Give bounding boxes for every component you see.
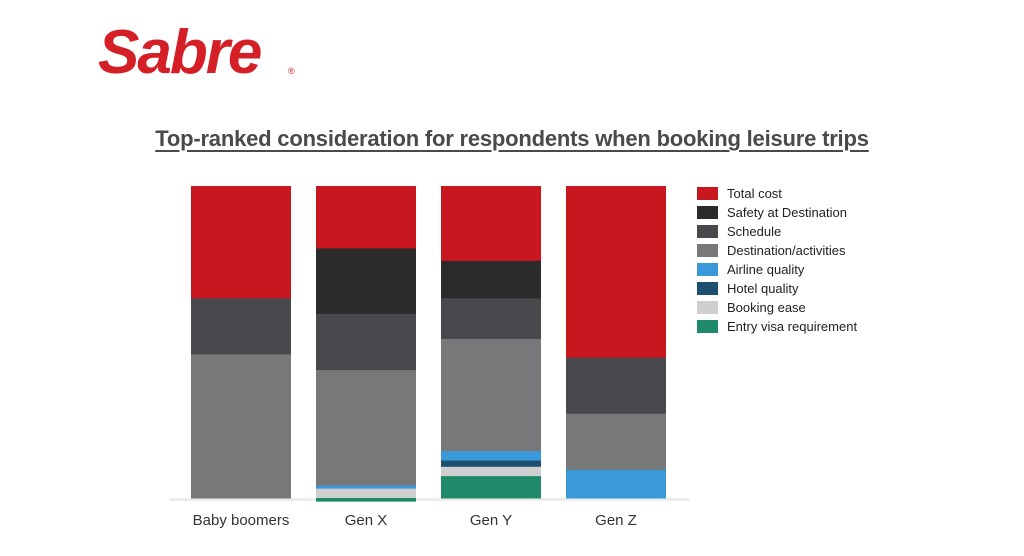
legend-swatch — [697, 225, 718, 238]
bar-segment-2-0 — [441, 186, 541, 262]
bar-segment-2-7 — [441, 476, 541, 499]
legend-label: Destination/activities — [727, 243, 846, 258]
legend-swatch — [697, 263, 718, 276]
legend-swatch — [697, 301, 718, 314]
bar-segment-1-2 — [316, 313, 416, 371]
legend-label: Booking ease — [727, 300, 806, 315]
bar-segment-1-0 — [316, 186, 416, 249]
bar-segment-1-7 — [316, 498, 416, 502]
category-label: Gen Z — [595, 512, 637, 529]
bar-segment-2-1 — [441, 260, 541, 299]
chart-legend: Total cost Safety at Destination Schedule D… — [697, 184, 857, 336]
bar-segment-1-4 — [316, 485, 416, 490]
bar-segment-0-2 — [191, 298, 291, 355]
registered-mark: ® — [288, 66, 295, 76]
legend-swatch — [697, 282, 718, 295]
legend-swatch — [697, 187, 718, 200]
legend-label: Airline quality — [727, 262, 805, 277]
category-label: Baby boomers — [193, 512, 290, 529]
legend-item: Hotel quality — [697, 279, 857, 298]
bar-segment-1-3 — [316, 370, 416, 487]
bar-segment-2-3 — [441, 338, 541, 452]
bar-segment-1-6 — [316, 488, 416, 499]
bar-segment-2-4 — [441, 451, 541, 462]
legend-item: Airline quality — [697, 260, 857, 279]
bar-segment-0-3 — [191, 354, 291, 499]
legend-label: Schedule — [727, 224, 782, 239]
legend-label: Total cost — [727, 186, 782, 201]
legend-item: Schedule — [697, 222, 857, 241]
category-label: Gen Y — [470, 512, 512, 529]
legend-item: Entry visa requirement — [697, 317, 857, 336]
bar-segment-3-0 — [566, 186, 666, 359]
legend-item: Destination/activities — [697, 241, 857, 260]
legend-item: Booking ease — [697, 298, 857, 317]
bar-segment-3-3 — [566, 413, 666, 471]
bar-segment-2-6 — [441, 466, 541, 477]
bar-segment-2-5 — [441, 460, 541, 468]
category-label: Gen X — [345, 512, 388, 529]
legend-swatch — [697, 244, 718, 257]
baseline-shadow — [170, 498, 690, 501]
bar-segment-0-0 — [191, 186, 291, 299]
chart-title: Top-ranked consideration for respondents… — [155, 126, 869, 151]
legend-swatch — [697, 320, 718, 333]
legend-label: Safety at Destination — [727, 205, 847, 220]
bar-segment-1-1 — [316, 248, 416, 315]
bar-segment-3-4 — [566, 469, 666, 499]
legend-item: Total cost — [697, 184, 857, 203]
sabre-logo: Sabre — [98, 18, 262, 87]
legend-item: Safety at Destination — [697, 203, 857, 222]
bar-segment-2-2 — [441, 298, 541, 340]
legend-label: Hotel quality — [727, 281, 799, 296]
legend-label: Entry visa requirement — [727, 319, 858, 334]
bar-segment-3-2 — [566, 357, 666, 415]
legend-swatch — [697, 206, 718, 219]
